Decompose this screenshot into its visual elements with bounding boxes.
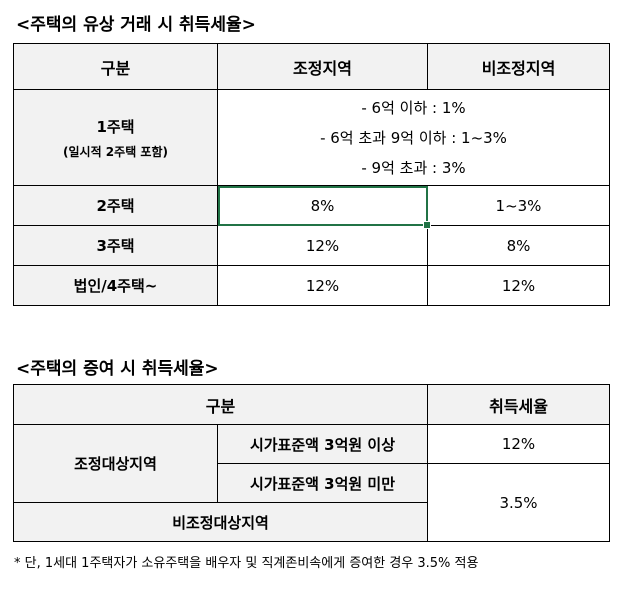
gift-rate-over-3eok[interactable]: 12% [428,425,610,464]
rate-line-1: - 6억 이하 : 1% [218,93,609,123]
row-2house-label: 2주택 [14,186,218,226]
row-1house-label: 1주택 (일시적 2주택 포함) [14,90,218,186]
footnote: * 단, 1세대 1주택자가 소유주택을 배우자 및 직계존비속에게 증여한 경… [14,552,478,571]
purchase-tax-table: 구분 조정지역 비조정지역 1주택 (일시적 2주택 포함) - 6억 이하 :… [13,43,610,306]
row-1house-name: 1주택 [96,118,134,136]
rate-line-2: - 6억 초과 9억 이하 : 1~3% [218,123,609,153]
gift-condition-under-3eok: 시가표준액 3억원 미만 [218,464,428,503]
row-corp-label: 법인/4주택~ [14,266,218,306]
gift-rate-other[interactable]: 3.5% [428,464,610,542]
gift-header-category: 구분 [14,385,428,425]
table1-title: <주택의 유상 거래 시 취득세율> [16,10,256,35]
header-non-adjusted-area: 비조정지역 [428,44,610,90]
row-2house-adjusted-cell[interactable]: 8% [218,186,428,226]
selection-fill-handle[interactable] [423,221,431,229]
row-corp-adjusted-cell[interactable]: 12% [218,266,428,306]
row-corp-non-adjusted-cell[interactable]: 12% [428,266,610,306]
row-1house-sublabel: (일시적 2주택 포함) [14,143,217,160]
row-3house-adjusted-cell[interactable]: 12% [218,226,428,266]
row-3house-label: 3주택 [14,226,218,266]
gift-header-rate: 취득세율 [428,385,610,425]
row-2house-adjusted-value: 8% [311,197,335,215]
gift-tax-table: 구분 취득세율 조정대상지역 시가표준액 3억원 이상 12% 시가표준액 3억… [13,384,610,542]
rate-line-3: - 9억 초과 : 3% [218,153,609,183]
gift-condition-over-3eok: 시가표준액 3억원 이상 [218,425,428,464]
gift-non-adjusted-region-label: 비조정대상지역 [14,503,428,542]
row-1house-rates: - 6억 이하 : 1% - 6억 초과 9억 이하 : 1~3% - 9억 초… [218,90,610,186]
row-2house-non-adjusted-cell[interactable]: 1~3% [428,186,610,226]
header-category: 구분 [14,44,218,90]
table2-title: <주택의 증여 시 취득세율> [16,354,219,379]
row-3house-non-adjusted-cell[interactable]: 8% [428,226,610,266]
header-adjusted-area: 조정지역 [218,44,428,90]
gift-adjusted-region-label: 조정대상지역 [14,425,218,503]
